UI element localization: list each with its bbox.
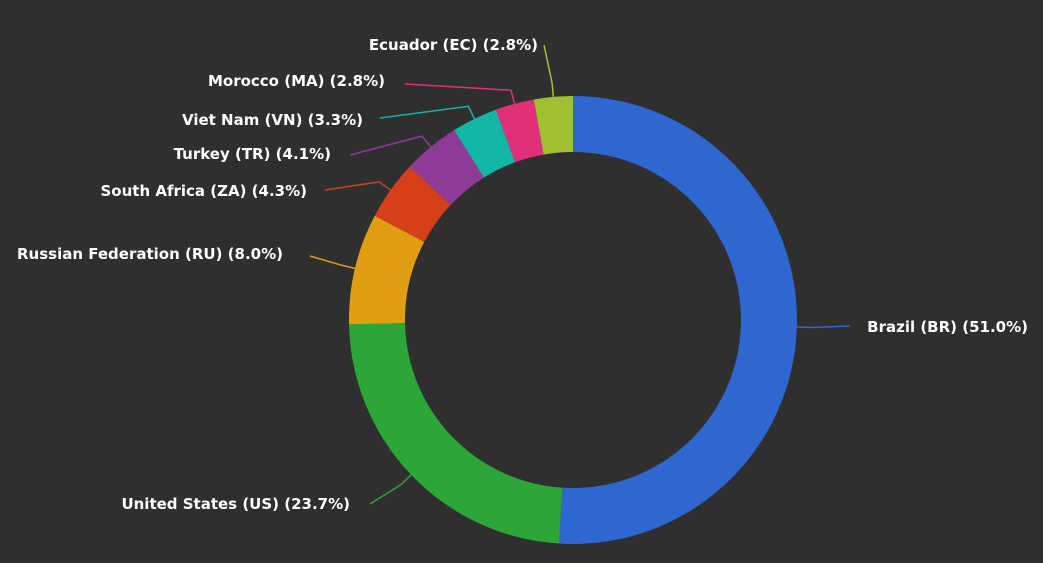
donut-slice-russian-federation	[349, 215, 425, 325]
slice-label-russian-federation: Russian Federation (RU) (8.0%)	[17, 245, 283, 263]
slice-label-turkey: Turkey (TR) (4.1%)	[174, 145, 331, 163]
donut-slice-viet-nam	[454, 109, 516, 178]
leader-line-south-africa	[324, 181, 391, 191]
leader-line-turkey	[349, 135, 432, 156]
slice-label-morocco: Morocco (MA) (2.8%)	[208, 72, 385, 90]
donut-slice-united-states	[349, 323, 563, 544]
leader-line-brazil	[796, 325, 851, 329]
donut-slice-ecuador	[533, 96, 573, 155]
donut-slice-turkey	[409, 130, 484, 205]
leader-line-ecuador	[543, 44, 555, 97]
leader-line-viet-nam	[379, 105, 476, 120]
donut-slice-south-africa	[374, 166, 451, 242]
slice-label-united-states: United States (US) (23.7%)	[121, 495, 350, 513]
donut-slice-morocco	[495, 99, 544, 163]
donut-slice-brazil	[558, 96, 797, 544]
slice-label-brazil: Brazil (BR) (51.0%)	[867, 318, 1028, 336]
leader-line-morocco	[404, 83, 516, 104]
slice-label-viet-nam: Viet Nam (VN) (3.3%)	[182, 111, 363, 129]
leader-lines-layer	[309, 44, 851, 505]
leader-line-russian-federation	[309, 255, 356, 270]
slice-label-ecuador: Ecuador (EC) (2.8%)	[369, 36, 538, 54]
slices-layer	[349, 96, 797, 544]
leader-line-united-states	[369, 474, 412, 505]
labels-layer: Brazil (BR) (51.0%) United States (US) (2…	[17, 36, 1028, 513]
slice-label-south-africa: South Africa (ZA) (4.3%)	[101, 182, 308, 200]
